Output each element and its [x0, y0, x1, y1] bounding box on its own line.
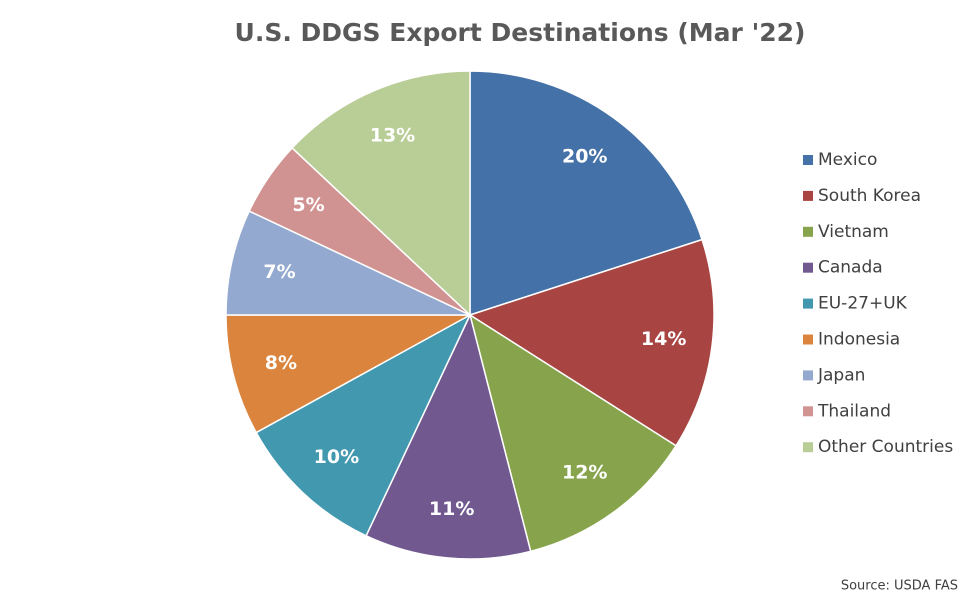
legend-marker [803, 226, 813, 237]
pie-slice [468, 313, 678, 553]
source-note: Source: USDA FAS [841, 579, 958, 594]
value-label: 13% [370, 124, 415, 146]
value-label: 8% [265, 352, 297, 374]
legend-label: Indonesia [818, 330, 900, 350]
value-label: 10% [314, 446, 359, 468]
legend-marker [803, 190, 813, 201]
legend-marker [803, 155, 813, 165]
pie-slice [469, 70, 704, 317]
pie-slice [365, 312, 532, 560]
value-label: 5% [292, 194, 324, 216]
value-label: 14% [641, 328, 686, 350]
legend-label: South Korea [818, 186, 921, 206]
legend-label: Other Countries [818, 437, 953, 457]
legend-marker [803, 298, 813, 309]
legend-label: EU-27+UK [818, 294, 908, 314]
pie-slice [291, 70, 471, 317]
pie-slice [255, 313, 472, 537]
pie-slice [225, 314, 471, 434]
pie-slice [225, 210, 471, 316]
legend-label: Mexico [818, 150, 877, 170]
legend-marker [803, 334, 813, 345]
value-label: 11% [429, 498, 474, 520]
legend-marker [803, 262, 813, 273]
legend-marker [803, 442, 813, 453]
legend-marker [803, 370, 813, 381]
legend-label: Japan [817, 365, 865, 385]
value-label: 7% [263, 261, 295, 283]
legend-label: Vietnam [818, 222, 889, 242]
pie-slice [468, 238, 715, 447]
legend-marker [803, 406, 813, 417]
legend-label: Canada [818, 258, 883, 278]
legend-label: Thailand [817, 401, 891, 421]
value-label: 20% [562, 146, 607, 168]
value-label: 12% [562, 461, 607, 483]
chart-title: U.S. DDGS Export Destinations (Mar '22) [235, 18, 806, 47]
